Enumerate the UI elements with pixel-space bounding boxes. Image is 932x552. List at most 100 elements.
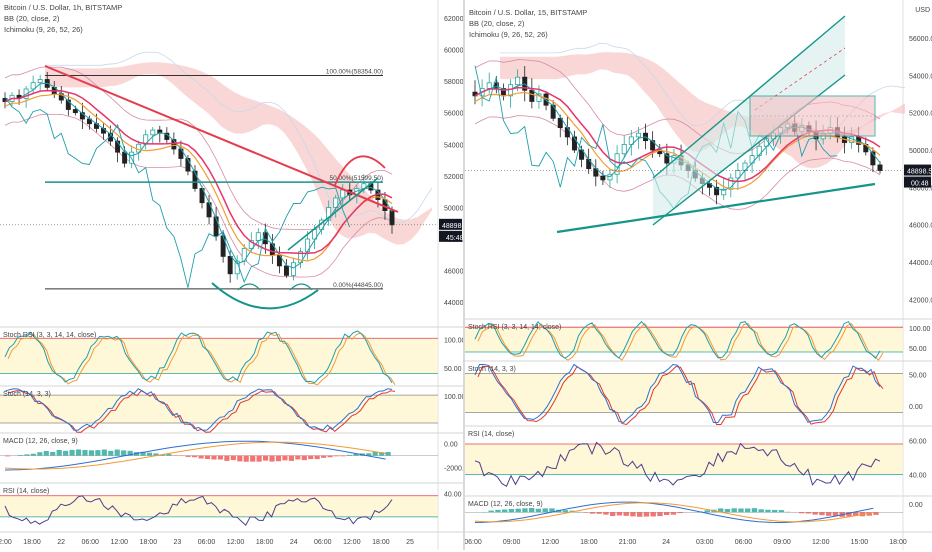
left-chart-svg[interactable]: 62000.0060000.0058000.0056000.0054000.00… [0, 0, 463, 550]
right-macd-histogram-bar [657, 512, 662, 516]
right-candle [878, 165, 882, 171]
right-candle [530, 90, 534, 101]
left-candle [256, 233, 260, 241]
left-price-tick: 52000.00 [444, 174, 463, 181]
left-time-tick: 24 [290, 539, 298, 546]
right-macd-histogram-bar [509, 509, 514, 512]
left-time-tick: 12:00 [343, 539, 361, 546]
left-candle [123, 152, 127, 163]
left-macd-histogram-bar [82, 450, 87, 456]
right-rsi-band [465, 444, 903, 475]
right-time-tick: 06:00 [465, 539, 482, 546]
right-indicator-axis-tick: 100.00 [909, 326, 931, 333]
left-macd-histogram-bar [224, 456, 229, 461]
left-macd-histogram-bar [147, 453, 152, 456]
left-macd-histogram-bar [44, 451, 49, 456]
right-macd-histogram-bar [772, 510, 777, 512]
left-macd-histogram-bar [108, 451, 113, 456]
right-macd-histogram-bar [671, 512, 676, 514]
right-candle [757, 146, 761, 155]
left-time-tick: 18:00 [372, 539, 390, 546]
right-chart-title: Bitcoin / U.S. Dollar, 15, BITSTAMP [469, 8, 587, 17]
right-time-tick: 09:00 [503, 539, 521, 546]
left-macd-histogram-bar [340, 456, 345, 457]
right-ichimoku-legend[interactable]: Ichimoku (9, 26, 52, 26) [469, 30, 548, 39]
left-macd-histogram-bar [386, 452, 391, 456]
left-price-tick: 58000.00 [444, 79, 463, 86]
left-macd-histogram-bar [302, 456, 307, 461]
right-osc-band [465, 373, 903, 412]
left-chart-panel[interactable]: 62000.0060000.0058000.0056000.0054000.00… [0, 0, 463, 550]
right-macd-histogram-bar [516, 509, 521, 513]
left-candle [291, 263, 295, 276]
left-macd-histogram-bar [244, 456, 249, 462]
left-time-tick: 22 [57, 539, 65, 546]
left-time-tick: 23 [174, 539, 182, 546]
left-macd-histogram-bar [31, 454, 36, 456]
left-macd-histogram-bar [282, 456, 287, 461]
right-macd-histogram-bar [799, 512, 804, 513]
right-macd-histogram-bar [745, 509, 750, 513]
left-candle [284, 266, 288, 275]
right-macd-histogram-bar [529, 508, 534, 512]
right-time-tick: 18:00 [580, 539, 598, 546]
right-macd-histogram-bar [732, 508, 737, 512]
right-candle [601, 176, 605, 180]
left-time-tick: 12:00 [0, 539, 12, 546]
right-macd-histogram-bar [630, 512, 635, 516]
left-macd-histogram-bar [295, 456, 300, 460]
right-macd-histogram-bar [563, 510, 568, 512]
right-macd-histogram-bar [651, 512, 656, 516]
right-macd-histogram-bar [644, 512, 649, 516]
left-candle [228, 256, 232, 273]
left-bb-legend[interactable]: BB (20, close, 2) [4, 14, 59, 23]
right-macd-histogram-bar [873, 512, 878, 515]
left-osc-band [0, 338, 438, 373]
left-indicator-legend: RSI (14, close) [3, 488, 49, 495]
left-price-tick: 46000.00 [444, 269, 463, 276]
right-macd-histogram-bar [752, 508, 757, 512]
left-time-tick: 06:00 [198, 539, 216, 546]
right-time-tick: 24 [662, 539, 670, 546]
right-macd-histogram-bar [779, 510, 784, 512]
right-macd-histogram-bar [705, 510, 710, 512]
right-indicator-legend: MACD (12, 26, close, 9) [468, 501, 543, 508]
right-price-tick: 56000.00 [909, 36, 932, 43]
left-indicator-axis-tick: 40.00 [444, 491, 462, 498]
right-candle [636, 133, 640, 137]
right-chart-panel[interactable]: 56000.0054000.0052000.0050000.0048000.00… [465, 0, 932, 550]
left-macd-histogram-bar [237, 456, 242, 462]
right-macd-histogram-bar [536, 509, 541, 513]
left-candle [151, 130, 155, 135]
left-indicator-legend: Stoch (14, 3, 3) [3, 391, 51, 398]
left-macd-histogram-bar [95, 450, 100, 455]
right-price-tick: 50000.00 [909, 148, 932, 155]
right-macd-histogram-bar [502, 509, 507, 512]
right-chart-svg[interactable]: 56000.0054000.0052000.0050000.0048000.00… [465, 0, 932, 550]
right-time-tick: 21:00 [619, 539, 637, 546]
left-last-price-label: 48898.56 [442, 223, 463, 230]
left-macd-histogram-bar [315, 456, 320, 459]
right-bb-legend[interactable]: BB (20, close, 2) [469, 19, 524, 28]
right-macd-histogram-bar [765, 510, 770, 513]
right-price-tick: 44000.00 [909, 260, 932, 267]
left-ichimoku-legend[interactable]: Ichimoku (9, 26, 52, 26) [4, 25, 83, 34]
right-candle [487, 83, 491, 89]
left-macd-histogram-bar [334, 456, 339, 457]
right-macd-histogram-bar [819, 512, 824, 515]
right-last-price-label: 48898.56 [907, 169, 932, 176]
left-macd-histogram-bar [50, 452, 55, 456]
left-price-tick: 62000.00 [444, 16, 463, 23]
right-indicator-legend: Stoch RSI (3, 3, 14, 14, close) [468, 324, 561, 331]
right-macd-histogram-bar [826, 512, 831, 516]
right-macd-histogram-bar [624, 512, 629, 516]
left-fib-level-label: 0.00%(44845.00) [333, 282, 383, 289]
left-macd-histogram-bar [289, 456, 294, 461]
left-indicator-axis-tick: 0.00 [444, 442, 458, 449]
left-rsi-band [0, 496, 438, 517]
right-macd-histogram-bar [738, 509, 743, 513]
right-price-tick: 42000.00 [909, 297, 932, 304]
left-candle [341, 190, 345, 198]
left-time-tick: 06:00 [81, 539, 99, 546]
left-price-tick: 56000.00 [444, 111, 463, 118]
